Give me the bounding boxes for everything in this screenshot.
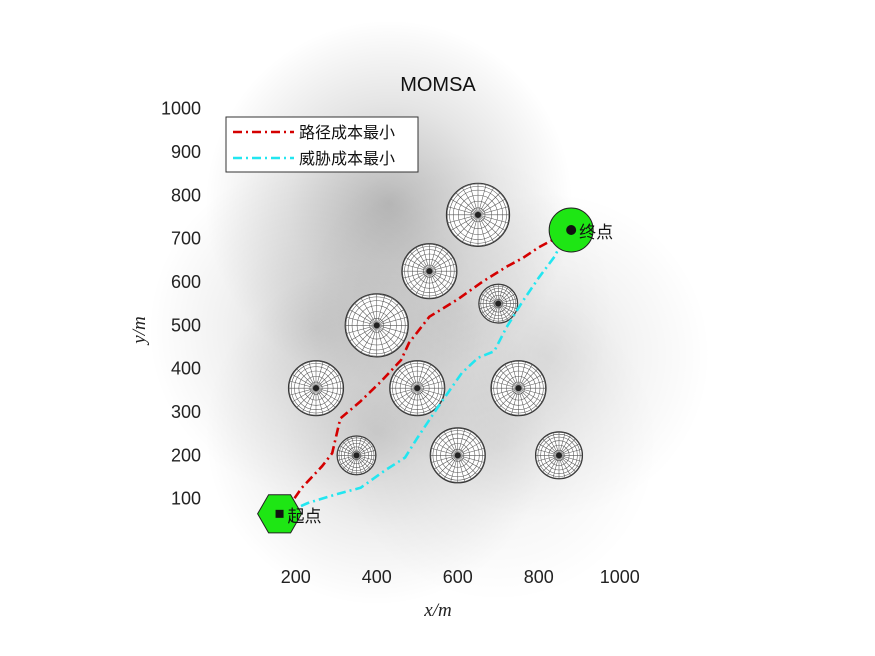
y-tick-label: 1000 bbox=[161, 99, 201, 119]
legend-label-threat-cost: 威胁成本最小 bbox=[299, 149, 395, 168]
start-label: 起点 bbox=[288, 507, 322, 527]
obstacle bbox=[478, 283, 519, 324]
legend-box bbox=[225, 116, 419, 173]
obstacle bbox=[344, 293, 409, 358]
x-tick-label: 800 bbox=[524, 567, 554, 587]
obstacle bbox=[401, 243, 458, 300]
obstacle bbox=[490, 360, 547, 417]
y-axis-label: y/m bbox=[129, 316, 150, 345]
paths-layer bbox=[282, 228, 569, 515]
markers-layer: 起点 终点 bbox=[257, 207, 613, 534]
x-axis-label: x/m bbox=[423, 600, 451, 621]
chart-title: MOMSA bbox=[400, 74, 476, 96]
series-threat-cost-line bbox=[283, 229, 569, 515]
y-tick-label: 500 bbox=[171, 315, 201, 335]
obstacle bbox=[429, 427, 486, 484]
end-marker: 终点 bbox=[548, 207, 613, 253]
y-tick-label: 800 bbox=[171, 185, 201, 205]
obstacle bbox=[534, 431, 584, 480]
start-marker: 起点 bbox=[257, 494, 322, 534]
x-tick-label: 200 bbox=[281, 567, 311, 587]
y-tick-label: 700 bbox=[171, 229, 201, 249]
obstacles-layer bbox=[287, 182, 584, 484]
threat-field-layer bbox=[148, 20, 711, 606]
y-tick-label: 900 bbox=[171, 142, 201, 162]
end-label: 终点 bbox=[579, 223, 613, 243]
legend: 路径成本最小 威胁成本最小 bbox=[225, 116, 419, 173]
y-tick-label: 100 bbox=[171, 489, 201, 509]
x-tick-label: 1000 bbox=[600, 567, 640, 587]
obstacle bbox=[336, 435, 377, 476]
y-tick-label: 400 bbox=[171, 359, 201, 379]
legend-label-path-cost: 路径成本最小 bbox=[299, 123, 395, 142]
obstacle bbox=[445, 182, 511, 247]
series-path-cost-line bbox=[282, 228, 568, 515]
y-tick-label: 600 bbox=[171, 272, 201, 292]
obstacle bbox=[389, 360, 446, 417]
x-tick-label: 600 bbox=[443, 567, 473, 587]
tick-labels-layer: 200 400 600 800 1000 100 200 300 400 500 600 700 800… bbox=[161, 99, 640, 587]
obstacle bbox=[287, 360, 345, 417]
y-tick-label: 200 bbox=[171, 445, 201, 465]
x-tick-label: 400 bbox=[362, 567, 392, 587]
y-tick-label: 300 bbox=[171, 402, 201, 422]
